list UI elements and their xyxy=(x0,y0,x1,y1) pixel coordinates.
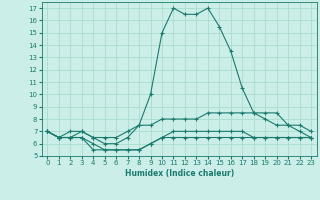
X-axis label: Humidex (Indice chaleur): Humidex (Indice chaleur) xyxy=(124,169,234,178)
